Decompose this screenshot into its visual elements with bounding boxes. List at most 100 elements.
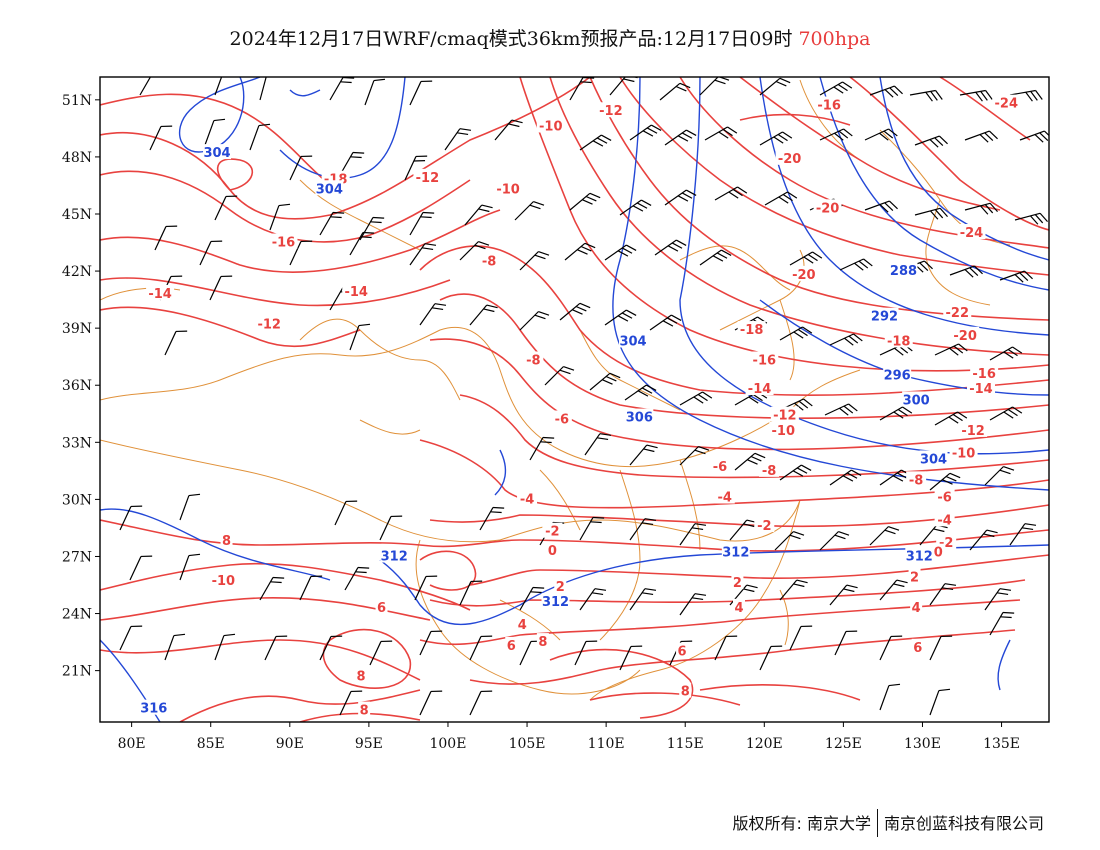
temperature-label-bg <box>220 532 233 548</box>
wind-barb <box>1014 212 1048 225</box>
temperature-label-bg <box>770 406 799 422</box>
height-label: 304 <box>316 182 343 197</box>
wind-barb <box>359 216 385 241</box>
temperature-label: -12 <box>961 424 985 439</box>
temperature-label: 4 <box>912 601 921 616</box>
lat-tick-label: 24N <box>62 607 92 623</box>
lat-tick-label: 51N <box>62 93 92 109</box>
wind-barb <box>714 186 748 201</box>
wind-barb <box>729 519 758 541</box>
isotherm-line <box>469 554 1049 586</box>
height-label: 312 <box>542 595 569 610</box>
wind-barb <box>729 584 758 606</box>
isotherm-line <box>429 504 1049 528</box>
wind-barb <box>759 131 793 146</box>
isotherm-line <box>469 629 1016 685</box>
temperature-label-bg <box>269 233 298 249</box>
wind-barb <box>819 128 853 141</box>
wind-barb <box>864 200 898 213</box>
wind-barb <box>649 314 682 331</box>
isotherm-line <box>589 77 1049 321</box>
temperature-label-bg <box>679 682 692 698</box>
temperature-label-bg <box>354 667 367 683</box>
temperature-label-bg <box>375 598 388 614</box>
wind-barb <box>334 500 358 526</box>
temperature-label: 6 <box>913 641 922 656</box>
wind-barb <box>964 202 998 215</box>
temperature-label: -16 <box>753 353 777 368</box>
wind-barb <box>339 690 363 716</box>
wind-barb <box>959 89 993 102</box>
temperature-label: -14 <box>148 287 172 302</box>
boundary-line <box>299 179 421 251</box>
temperature-label: -20 <box>953 329 977 344</box>
wind-barb <box>604 244 637 261</box>
height-contour-line <box>997 639 1011 691</box>
isotherm-line <box>100 562 471 611</box>
isotherm-line <box>939 77 1031 141</box>
wind-barb <box>824 403 858 416</box>
wind-barb <box>759 77 791 96</box>
boundary-line <box>779 589 789 646</box>
wind-barb <box>1009 523 1037 546</box>
wind-barb <box>839 258 873 271</box>
temperature-label-bg <box>554 577 567 593</box>
temperature-label-bg <box>516 615 529 631</box>
height-contour-line <box>494 449 507 496</box>
wind-barb <box>704 126 738 141</box>
temperature-label-bg <box>932 543 945 559</box>
temperature-label-bg <box>957 224 986 240</box>
wind-barb <box>679 593 707 616</box>
temperature-label: -10 <box>772 424 796 439</box>
wind-barb <box>629 444 658 466</box>
wind-barb <box>419 690 443 716</box>
isotherm-line <box>549 648 694 719</box>
wind-barb <box>914 207 948 220</box>
wind-barb <box>914 135 948 148</box>
wind-barb <box>789 625 813 651</box>
height-label-bg <box>619 332 648 348</box>
temperature-label: -20 <box>778 152 802 167</box>
temperature-label: 8 <box>222 534 231 549</box>
wind-barb <box>679 446 710 466</box>
temperature-label: 8 <box>538 635 547 650</box>
temperature-label: 6 <box>678 645 687 660</box>
height-label-bg <box>380 547 409 563</box>
temperature-label-bg <box>536 117 565 133</box>
wind-barb <box>934 411 968 426</box>
height-contour-line <box>759 77 1049 336</box>
title-main: 2024年12月17日WRF/cmaq模式36km预报产品:12月17日09时 <box>229 28 793 50</box>
temperature-label: 4 <box>518 618 527 633</box>
wind-barb <box>869 85 903 98</box>
temperature-label-bg <box>813 199 842 215</box>
wind-barb <box>469 635 493 661</box>
lon-tick-label: 90E <box>276 736 304 752</box>
height-label: 312 <box>381 549 408 564</box>
temperature-label: -18 <box>740 323 764 338</box>
height-contour-line <box>379 544 1049 626</box>
lon-tick-label: 95E <box>355 736 383 752</box>
temperature-label: 8 <box>360 704 369 719</box>
isotherm-line <box>100 639 421 681</box>
wind-barb <box>579 516 605 541</box>
wind-barb <box>984 466 1015 486</box>
lat-tick-label: 27N <box>62 549 92 565</box>
wind-barb <box>629 518 657 541</box>
temperature-label: -14 <box>969 382 993 397</box>
wind-barb <box>514 201 545 221</box>
boundary-line <box>499 599 561 641</box>
temperature-contour-labels: -12-10-18 -12-10-16-8-14 -14-12-8-6-4-2024… <box>146 94 1021 719</box>
temperature-label-bg <box>523 351 544 367</box>
wind-barb <box>604 309 637 326</box>
wind-barb <box>249 123 271 151</box>
wind-barb <box>829 584 858 606</box>
temperature-label: -2 <box>757 519 771 534</box>
temperature-label: -10 <box>952 447 976 462</box>
wind-barb <box>479 506 505 531</box>
temperature-label: -22 <box>946 306 970 321</box>
temperature-label-bg <box>505 636 518 652</box>
lon-tick-label: 120E <box>746 736 783 752</box>
height-label-bg <box>315 180 344 196</box>
temperature-label: -16 <box>972 367 996 382</box>
temperature-label-bg <box>951 326 980 342</box>
